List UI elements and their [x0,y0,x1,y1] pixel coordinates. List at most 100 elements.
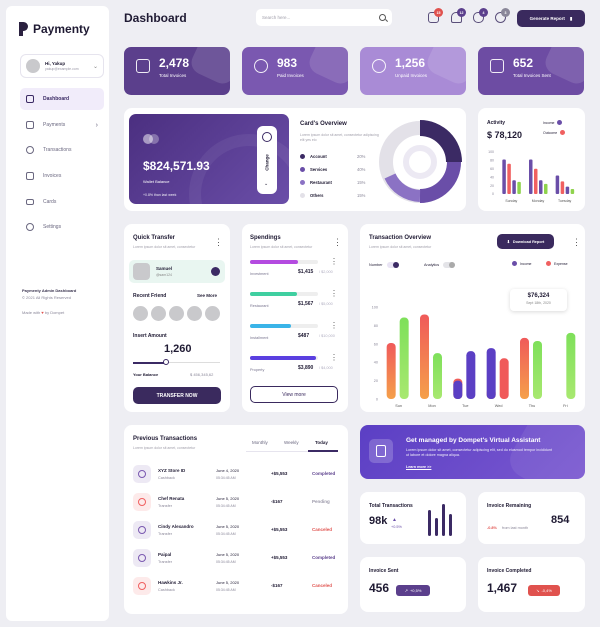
arrow-down-circle-icon [138,470,146,478]
spendings-subtitle: Lorem ipsum dolor sit amet, consectetur [250,245,313,249]
y-tick-label: 0 [376,398,378,402]
y-tick-label: 40 [490,175,494,179]
toggle-analytics[interactable]: Analytics [424,262,456,268]
download-report-button[interactable]: ⬇ Download Report [497,234,554,249]
sidebar-item-transactions[interactable]: Transactions [20,139,104,161]
settings-icon[interactable]: 3 [495,8,510,23]
invoice-sent-title: Invoice Sent [369,568,399,574]
x-tick-label: Thu [529,404,536,408]
y-tick-label: 100 [372,306,378,310]
bell-icon[interactable]: 12 [451,8,466,23]
virtual-assistant-banner[interactable]: Get managed by Dompet's Virtual Assistan… [360,425,585,479]
tab-indicator [308,450,338,452]
cards-overview-subtitle: Lorem ipsum dolor sit amet, consectetur … [300,133,379,142]
y-tick-label: 20 [374,379,378,383]
activity-bar [534,168,538,194]
sidebar-item-payments[interactable]: Payments › [20,114,104,136]
avatar[interactable] [133,306,148,321]
invoice-completed-title: Invoice Completed [487,568,532,574]
legend-label: Services [310,167,328,172]
legend-label: Account [310,154,327,159]
amount-slider[interactable] [133,362,220,363]
sidebar: Paymenty Hi, Yakup yakup@example.com ⌄ D… [6,6,109,621]
cards-icon [26,199,34,205]
view-more-button[interactable]: View more [250,386,338,403]
tab-today[interactable]: Today [315,440,328,445]
expense-bar [420,314,429,399]
more-icon[interactable]: ⋮ [572,237,581,247]
more-icon[interactable]: ⋮ [214,237,223,247]
stat-paid-invoices[interactable]: 983 Paid Invoices [242,47,348,95]
more-icon[interactable]: ⋮ [330,321,338,330]
spending-total: / $4,000 [319,366,333,370]
legend-value: 40% [357,167,366,172]
legend-value: 20% [357,154,366,159]
slider-handle[interactable] [163,359,169,365]
invoice-remaining-change: -0.8% [487,526,497,530]
sidebar-item-dashboard[interactable]: Dashboard [20,88,104,110]
transaction-name: Chef Renata [158,496,185,501]
expense-bar [520,337,529,399]
mail-icon[interactable]: 15 [428,8,443,23]
more-icon[interactable]: ⋮ [330,353,338,362]
brand-logo[interactable]: Paymenty [19,22,90,36]
spendings-card: Spendings Lorem ipsum dolor sit amet, co… [242,224,348,412]
gear-icon [26,223,34,231]
avatar[interactable] [187,306,202,321]
avatar[interactable] [205,306,220,321]
activity-bar [555,175,560,194]
transaction-name: Hawkins Jr. [158,580,183,585]
activity-bar [539,180,543,194]
stat-total-invoices[interactable]: 2,478 Total Invoices [124,47,230,95]
change-button[interactable]: Change ⌄ [257,126,277,194]
close-circle-icon [372,59,386,73]
more-icon[interactable]: ⋮ [330,289,338,298]
sidebar-item-settings[interactable]: Settings [20,216,104,238]
stat-value: 983 [277,56,298,70]
notification-badge: 12 [457,8,466,17]
sidebar-item-cards[interactable]: Cards [20,191,104,213]
transaction-chart: 100 80 60 40 20 0 Sun Mon Tue Wed Thu Fri [372,306,576,408]
tab-weekly[interactable]: Weekly [284,440,299,445]
promo-text: Lorem ipsum dolor sit amet, consectetur … [406,448,552,458]
spending-total: / $10,000 [319,334,335,338]
sidebar-item-label: Transactions [43,147,72,153]
cards-overview-donut [379,120,462,203]
search-icon[interactable] [379,14,386,21]
transaction-time: 05:34:45 AM [216,560,236,564]
footer-title: Paymenty Admin Dashboard [22,288,77,293]
stat-invoices-sent[interactable]: 652 Total Invoices Sent [478,47,584,95]
avatar [133,263,150,280]
toggle-number[interactable]: Number [369,262,399,268]
sidebar-item-invoices[interactable]: Invoices [20,165,104,187]
chat-icon[interactable]: 4 [473,8,488,23]
payments-icon [26,121,34,129]
selected-contact[interactable]: Samuel @sam124 [129,260,225,283]
avatar[interactable] [151,306,166,321]
user-menu[interactable]: Hi, Yakup yakup@example.com ⌄ [20,54,104,78]
activity-bar [512,180,516,194]
legend-label: Others [310,193,324,198]
y-tick-label: 80 [490,159,494,163]
generate-report-button[interactable]: Generate Report ▮ [517,10,585,27]
transaction-date: June 5, 2020 [216,580,240,585]
more-icon[interactable]: ⋮ [330,257,338,266]
wallet-card[interactable]: $824,571.93 Wallet Balance +0.8% than la… [129,114,289,204]
more-icon[interactable]: ⋮ [333,237,342,247]
footer-copyright: © 2021 All Rights Reserved [22,295,71,300]
tab-monthly[interactable]: Monthly [252,440,268,445]
logo-mark-icon [19,22,30,36]
search-input[interactable]: Search here... [256,9,392,26]
avatar[interactable] [169,306,184,321]
amount-input[interactable]: 1,260 [164,343,192,355]
recent-friends-list [133,306,220,321]
total-transactions-title: Total Transactions [369,503,413,509]
stat-unpaid-invoices[interactable]: 1,256 Unpaid Invoices [360,47,466,95]
transfer-now-button[interactable]: TRANSFER NOW [133,387,221,404]
chevron-down-icon: ⌄ [92,63,98,70]
learn-more-link[interactable]: Learn more >> [406,465,432,469]
transaction-amount: -$167 [271,499,283,504]
activity-bar [502,159,506,194]
see-more-link[interactable]: See More [197,293,218,298]
activity-amount: $ 78,120 [487,130,523,140]
